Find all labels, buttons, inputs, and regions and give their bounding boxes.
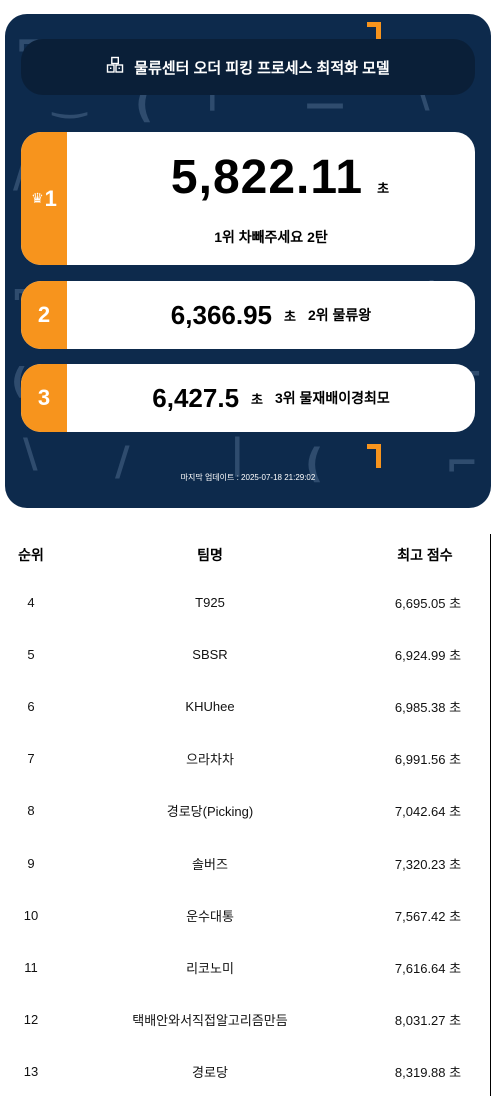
score-unit: 초	[251, 391, 263, 407]
rank-cell: 4	[27, 594, 35, 610]
score-cell: 8,031.27 초	[394, 1013, 462, 1029]
team-name: 3위 물재배이경최모	[275, 390, 390, 406]
page-title: 물류센터 오더 피킹 프로세스 최적화 모델	[134, 59, 390, 77]
table-row: 10 운수대통 7,567.42 초	[0, 889, 492, 941]
table-row: 13 경로당 8,319.88 초	[0, 1046, 492, 1098]
score-unit: 초	[377, 181, 390, 196]
table-row: 5 SBSR 6,924.99 초	[0, 628, 492, 680]
rank-cell: 13	[23, 1064, 39, 1080]
leaderboard-card: ⌐ ‿ ( | — \ / ⌐ ( | — \ / | ( ⌐ 물류센터 오더 …	[5, 14, 491, 508]
score-cell: 7,320.23 초	[394, 856, 462, 872]
podium-rank-3: 3 6,427.5 초 3위 물재배이경최모	[21, 364, 475, 432]
table-header: 순위 팀명 최고 점수	[0, 534, 492, 576]
rank-cell: 12	[23, 1012, 39, 1028]
score-cell: 7,042.64 초	[394, 804, 462, 820]
column-header-score: 최고 점수	[397, 547, 453, 563]
table-body: 4 T925 6,695.05 초 5 SBSR 6,924.99 초 6 KHUhee 6,9…	[0, 576, 492, 1098]
crown-icon: ♛	[31, 190, 44, 206]
rank-badge-3: 3	[21, 364, 67, 432]
table-row: 7 으라차차 6,991.56 초	[0, 733, 492, 785]
scrollbar-divider	[490, 534, 491, 1096]
team-cell: 리코노미	[186, 960, 234, 976]
title-bar: 물류센터 오더 피킹 프로세스 최적화 모델	[21, 39, 475, 95]
score-cell: 6,985.38 초	[394, 699, 462, 715]
table-row: 12 택배안와서직접알고리즘만듬 8,031.27 초	[0, 994, 492, 1046]
rank-cell: 5	[27, 646, 35, 662]
podium-rank-1: ♛ 1 5,822.11 초 1위 차빼주세요 2탄	[21, 132, 475, 265]
rank-cell: 10	[23, 907, 39, 923]
team-cell: SBSR	[192, 646, 228, 662]
team-cell: 택배안와서직접알고리즘만듬	[132, 1013, 288, 1029]
rank-cell: 11	[24, 959, 38, 975]
corner-accent-bottom	[367, 444, 381, 468]
rank-cell: 8	[27, 803, 35, 819]
table-row: 6 KHUhee 6,985.38 초	[0, 680, 492, 732]
table-row: 9 솔버즈 7,320.23 초	[0, 837, 492, 889]
score-cell: 8,319.88 초	[394, 1065, 462, 1081]
score-value: 6,427.5	[152, 382, 240, 413]
team-name: 2위 물류왕	[307, 307, 372, 323]
team-cell: 운수대통	[186, 908, 234, 924]
rank-number: 2	[37, 302, 51, 327]
team-cell: 솔버즈	[192, 856, 228, 872]
score-value: 5,822.11	[170, 151, 364, 204]
team-cell: 경로당	[192, 1065, 228, 1081]
score-cell: 6,924.99 초	[394, 647, 462, 663]
rank-number: 1	[44, 185, 57, 211]
score-cell: 7,616.64 초	[394, 960, 462, 976]
table-row: 8 경로당(Picking) 7,042.64 초	[0, 785, 492, 837]
team-cell: KHUhee	[185, 698, 235, 714]
ranking-table: 순위 팀명 최고 점수 4 T925 6,695.05 초 5 SBSR 6,924.99…	[0, 534, 492, 1098]
rank-cell: 6	[27, 698, 35, 714]
score-value: 6,366.95	[170, 299, 273, 330]
score-unit: 초	[284, 308, 296, 324]
rank-cell: 7	[27, 751, 35, 767]
rank-cell: 9	[27, 855, 35, 871]
column-header-rank: 순위	[18, 547, 44, 563]
team-name: 1위 차빼주세요 2탄	[214, 229, 328, 245]
table-row: 11 리코노미 7,616.64 초	[0, 941, 492, 993]
corner-accent-top	[367, 22, 381, 46]
score-cell: 6,695.05 초	[394, 595, 462, 611]
table-row: 4 T925 6,695.05 초	[0, 576, 492, 628]
score-cell: 7,567.42 초	[394, 908, 462, 924]
score-cell: 6,991.56 초	[394, 752, 462, 768]
team-cell: 으라차차	[186, 752, 234, 768]
last-updated: 마지막 업데이트 : 2025-07-18 21:29:02	[180, 473, 316, 482]
rank-badge-2: 2	[21, 281, 67, 349]
boxes-icon	[106, 56, 124, 78]
podium-rank-2: 2 6,366.95 초 2위 물류왕	[21, 281, 475, 349]
rank-number: 3	[37, 385, 51, 410]
column-header-team: 팀명	[197, 547, 223, 563]
team-cell: 경로당(Picking)	[166, 804, 254, 820]
rank-badge-1: ♛ 1	[21, 132, 67, 265]
team-cell: T925	[195, 594, 225, 610]
